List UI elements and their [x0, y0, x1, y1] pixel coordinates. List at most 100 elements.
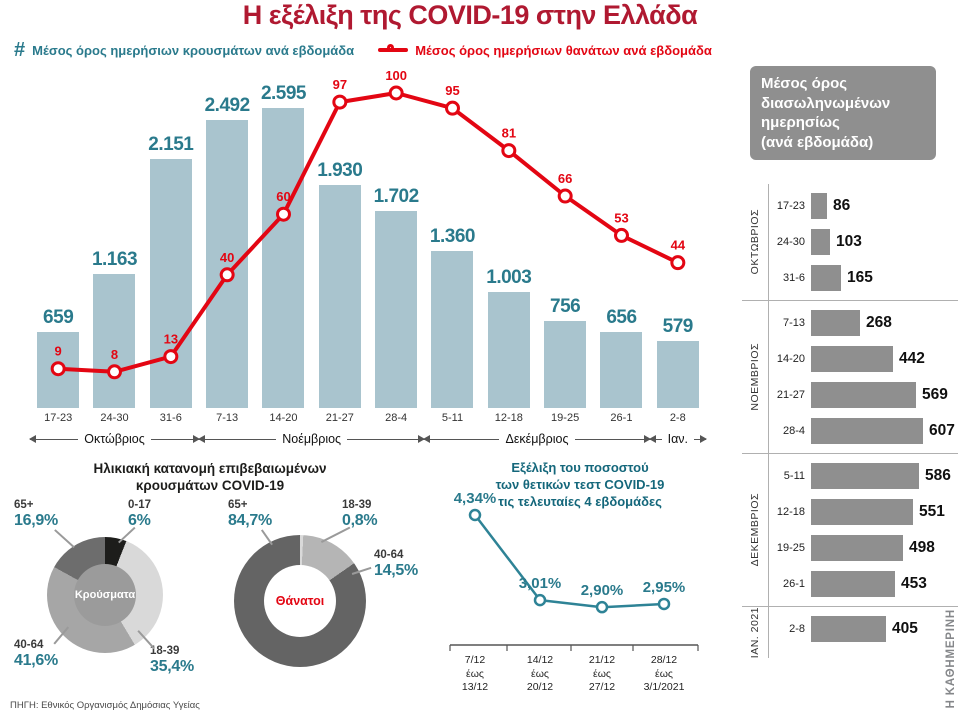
cases-value-label: 1.003 — [486, 267, 532, 288]
intubated-row: 17-23 86 — [769, 188, 958, 224]
cases-value-label: 1.360 — [429, 226, 476, 247]
intubated-title: Μέσος όρος διασωληνωμένων ημερησίως (ανά… — [750, 66, 936, 160]
week-tick: 14-20 — [269, 412, 298, 424]
age-group: 40-64 — [14, 639, 44, 651]
cases-bar — [431, 251, 474, 408]
cases-bar — [544, 321, 587, 408]
age-group: 65+ — [228, 499, 248, 511]
month-label: Ιαν. — [667, 432, 689, 446]
week-ticks: 17-23 24-30 31-6 7-13 14-20 21-27 28-4 5-11 12-1… — [30, 412, 706, 424]
deaths-65plus-label: 65+ 84,7% — [228, 499, 272, 531]
week-column: 756 — [537, 70, 593, 408]
intubated-groups: ΟΚΤΩΒΡΙΟΣ 17-23 86 24-30 103 31-6 165 ΝΟΕΜΒΡΙΟΣ… — [742, 184, 958, 659]
arrow-right-icon — [694, 435, 707, 443]
age-group: 0-17 — [128, 499, 152, 511]
intubated-row: 7-13 268 — [769, 305, 958, 341]
age-pct: 84,7% — [228, 512, 272, 530]
arrow-right-icon — [347, 435, 426, 443]
cases-value-label: 579 — [662, 316, 694, 337]
legend-dot-icon — [387, 44, 395, 51]
positivity-line — [474, 514, 665, 609]
positivity-x-label: 21/12 έως 27/12 — [588, 654, 616, 694]
intubated-row: 24-30 103 — [769, 224, 958, 260]
month-label: Οκτώβριος — [84, 432, 145, 446]
intubated-value: 569 — [922, 386, 948, 403]
week-tick: 12-18 — [494, 412, 523, 424]
positivity-title: Εξέλιξη του ποσοστού των θετικών τεστ CO… — [495, 460, 665, 509]
intubated-value: 405 — [892, 620, 918, 637]
intubated-value: 607 — [929, 422, 955, 439]
week-column: 1.360 — [424, 70, 480, 408]
legend-deaths-label: Μέσος όρος ημερήσιων θανάτων ανά εβδομάδ… — [415, 42, 712, 58]
intubated-bar — [811, 193, 827, 219]
month-cell: ΙΑΝ. 2021 — [742, 607, 768, 658]
age-pct: 0,8% — [342, 512, 378, 530]
intubated-row: 21-27 569 — [769, 377, 958, 413]
deaths-18-39-label: 18-39 0,8% — [342, 499, 378, 531]
week-tick: 24-30 — [100, 412, 129, 424]
intubated-row: 14-20 442 — [769, 341, 958, 377]
positivity-x-label: 7/12 έως 13/12 — [461, 654, 489, 694]
age-group: 65+ — [14, 499, 34, 511]
intubated-bar — [811, 535, 903, 561]
intubated-bar — [811, 571, 895, 597]
chart-legend: # Μέσος όρος ημερήσιων κρουσμάτων ανά εβ… — [14, 40, 712, 60]
week-column: 2.492 — [199, 70, 255, 408]
cases-bar — [600, 332, 643, 408]
page-title: Η εξέλιξη της COVID-19 στην Ελλάδα — [242, 0, 698, 30]
deaths-donut: Θάνατοι — [234, 535, 366, 667]
month-rows: 2-8 405 — [768, 607, 958, 659]
positivity-value-label: 2,90% — [581, 582, 624, 599]
leader-line — [321, 527, 351, 543]
positivity-value-label: 4,34% — [454, 490, 497, 507]
month-vertical-label: ΟΚΤΩΒΡΙΟΣ — [749, 209, 761, 275]
positivity-point — [657, 597, 671, 611]
positivity-value-label: 2,95% — [643, 579, 686, 596]
month-range: Ιαν. — [648, 429, 707, 449]
month-rows: 5-11 586 12-18 551 19-25 498 26-1 453 — [768, 454, 958, 606]
intubated-value: 268 — [866, 314, 892, 331]
week-label: 5-11 — [783, 470, 805, 482]
cases-bar — [262, 108, 305, 408]
cases-donut-center: Κρούσματα — [74, 564, 136, 626]
week-label: 14-20 — [776, 353, 805, 365]
arrow-right-icon — [150, 435, 201, 443]
leader-line — [54, 529, 75, 548]
arrow-right-icon — [574, 435, 651, 443]
cases-0-17-label: 0-17 6% — [128, 499, 151, 531]
arrow-left-icon — [648, 435, 662, 443]
intubated-bar — [811, 418, 923, 444]
cases-value-label: 2.151 — [148, 134, 194, 155]
cases-bar — [487, 292, 530, 408]
intubated-panel: Μέσος όρος διασωληνωμένων ημερησίως (ανά… — [742, 66, 958, 659]
age-pct: 41,6% — [14, 652, 58, 670]
cases-donut: Κρούσματα — [47, 537, 163, 653]
week-label: 21-27 — [776, 389, 805, 401]
cases-bar — [318, 185, 361, 408]
age-pct: 16,9% — [14, 512, 58, 530]
cases-value-label: 656 — [606, 307, 637, 328]
cases-value-label: 1.930 — [317, 160, 363, 181]
week-label: 2-8 — [789, 623, 805, 635]
week-label: 12-18 — [776, 506, 805, 518]
month-rows: 17-23 86 24-30 103 31-6 165 — [768, 184, 958, 300]
brand-logo: Η ΚΑΘΗΜΕΡΙΝΗ — [945, 608, 957, 708]
month-cell: ΟΚΤΩΒΡΙΟΣ — [742, 184, 768, 300]
positivity-value-label: 3,01% — [519, 575, 562, 592]
legend-cases: # Μέσος όρος ημερήσιων κρουσμάτων ανά εβ… — [14, 40, 354, 60]
week-label: 26-1 — [782, 578, 805, 590]
cases-18-39-label: 18-39 35,4% — [150, 645, 194, 677]
cases-value-label: 756 — [550, 296, 581, 317]
week-column: 1.003 — [481, 70, 537, 408]
month-rows: 7-13 268 14-20 442 21-27 569 28-4 607 — [768, 301, 958, 453]
week-label: 7-13 — [782, 317, 805, 329]
arrow-left-icon — [197, 435, 277, 443]
intubated-value: 498 — [909, 539, 935, 556]
intubated-row: 19-25 498 — [769, 530, 958, 566]
positivity-x-label: 28/12 έως 3/1/2021 — [643, 654, 685, 694]
week-tick: 2-8 — [669, 412, 686, 424]
intubated-row: 31-6 165 — [769, 260, 958, 296]
intubated-row: 5-11 586 — [769, 458, 958, 494]
week-column: 1.930 — [312, 70, 368, 408]
